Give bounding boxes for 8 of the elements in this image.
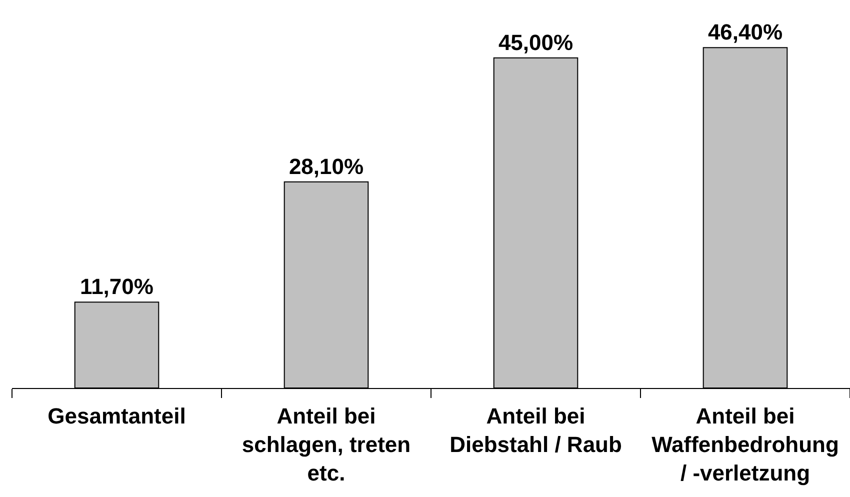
data-label: 28,10% (288, 154, 364, 179)
data-label: 45,00% (498, 30, 574, 55)
x-tick-label: Gesamtanteil (48, 403, 186, 428)
x-tick-label: Anteil bei Diebstahl / Raub (450, 403, 622, 457)
data-label: 11,70% (80, 274, 154, 300)
x-tick-label: Anteil bei schlagen, treten etc. (242, 403, 411, 486)
x-tick-label: Anteil bei Waffenbedrohung / -verletzung (652, 403, 839, 486)
data-label: 46,40% (708, 20, 783, 45)
